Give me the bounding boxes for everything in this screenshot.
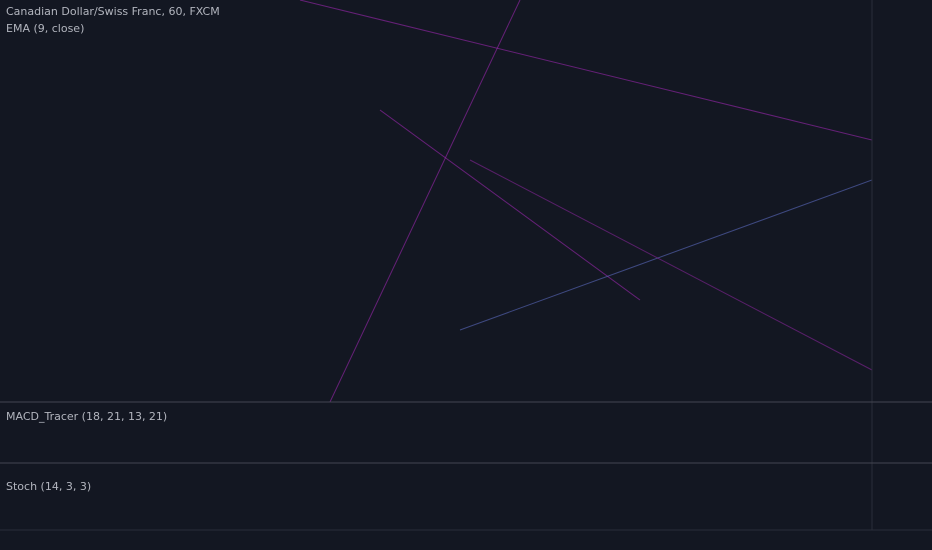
axes [0,0,932,531]
drawing [379,109,641,301]
overlay: Canadian Dollar/Swiss Franc, 60, FXCM EM… [6,5,220,493]
drawing [329,0,521,402]
drawing [459,179,872,331]
drawing [299,0,872,141]
drawing [469,159,872,371]
decor-lines [299,0,872,402]
chart-title: Canadian Dollar/Swiss Franc, 60, FXCM [6,5,220,18]
indicator-title: EMA (9, close) [6,22,84,35]
indicator-title: MACD_Tracer (18, 21, 13, 21) [6,410,167,423]
indicator-title: Stoch (14, 3, 3) [6,480,91,493]
